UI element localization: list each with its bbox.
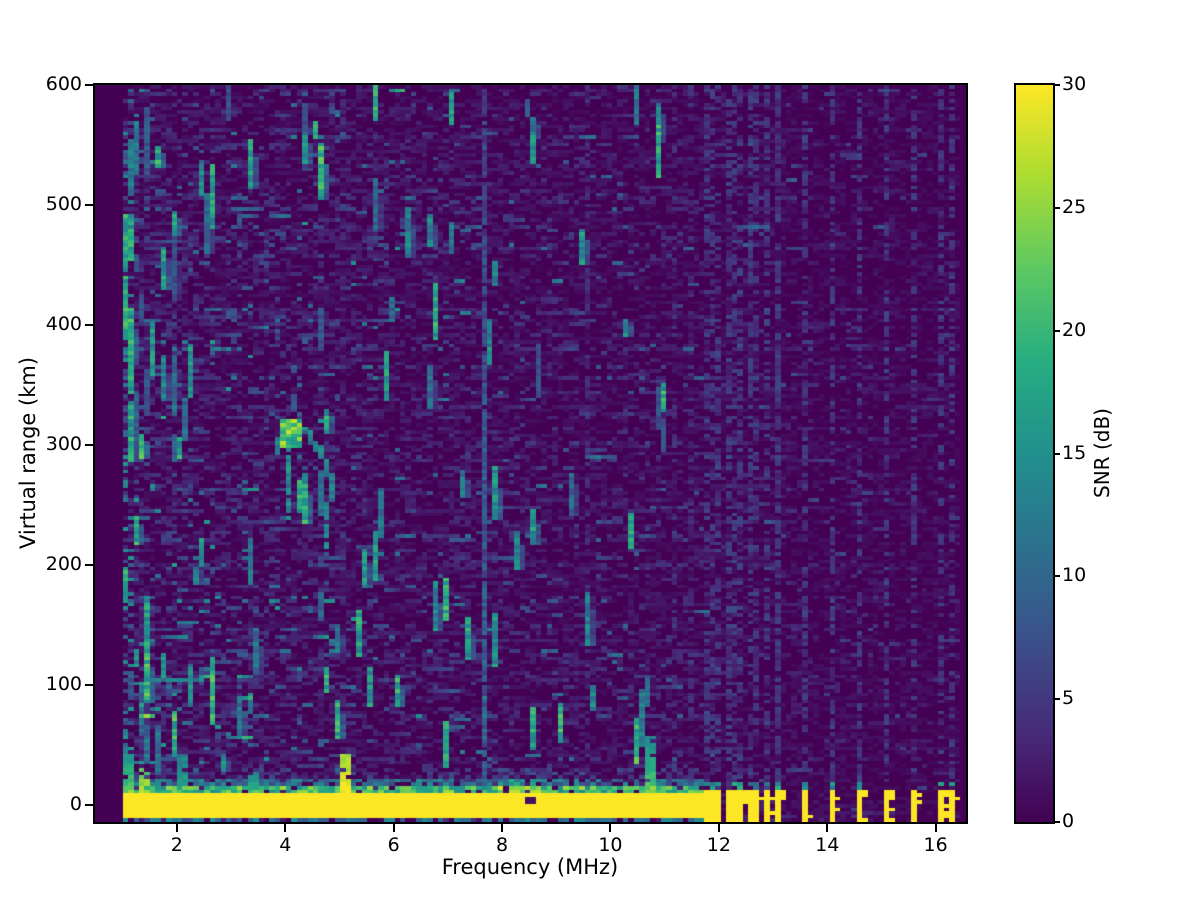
x-tick-mark bbox=[175, 824, 178, 832]
y-tick-label: 0 bbox=[69, 793, 82, 816]
x-axis-label: Frequency (MHz) bbox=[441, 855, 619, 879]
y-tick-label: 400 bbox=[45, 313, 82, 336]
colorbar-tick-label: 25 bbox=[1062, 195, 1087, 218]
y-tick-label: 600 bbox=[45, 73, 82, 95]
colorbar-tick-label: 5 bbox=[1062, 687, 1075, 710]
y-tick-mark bbox=[85, 84, 93, 86]
colorbar-tick-label: 30 bbox=[1062, 73, 1087, 95]
colorbar bbox=[1014, 83, 1055, 824]
x-tick-label: 8 bbox=[495, 834, 509, 856]
x-tick-mark bbox=[717, 824, 720, 832]
colorbar-tick-label: 20 bbox=[1062, 318, 1087, 341]
heatmap-canvas bbox=[95, 85, 966, 822]
colorbar-label: SNR (dB) bbox=[1090, 408, 1114, 498]
x-tick-label: 16 bbox=[923, 834, 948, 856]
x-tick-mark bbox=[392, 824, 395, 832]
y-tick-label: 200 bbox=[45, 553, 82, 576]
colorbar-canvas bbox=[1016, 85, 1053, 822]
x-tick-label: 14 bbox=[815, 834, 840, 856]
y-tick-mark bbox=[85, 444, 93, 447]
colorbar-tick-mark bbox=[1053, 84, 1060, 86]
x-tick-mark bbox=[826, 824, 829, 832]
x-tick-label: 4 bbox=[279, 834, 292, 856]
y-tick-mark bbox=[85, 564, 93, 567]
colorbar-tick-label: 15 bbox=[1062, 441, 1087, 464]
y-tick-mark bbox=[85, 204, 93, 207]
x-tick-mark bbox=[934, 824, 937, 832]
colorbar-tick-label: 0 bbox=[1062, 810, 1075, 832]
y-tick-label: 300 bbox=[45, 433, 82, 456]
colorbar-tick-mark bbox=[1053, 206, 1060, 209]
colorbar-tick-label: 10 bbox=[1062, 564, 1087, 587]
x-tick-label: 12 bbox=[706, 834, 731, 856]
colorbar-tick-mark bbox=[1053, 329, 1060, 332]
colorbar-tick-mark bbox=[1053, 698, 1060, 701]
y-tick-mark bbox=[85, 324, 93, 327]
colorbar-tick-mark bbox=[1053, 821, 1060, 823]
x-tick-mark bbox=[501, 824, 504, 832]
plot-area bbox=[93, 83, 968, 824]
y-tick-label: 500 bbox=[45, 193, 82, 216]
y-tick-mark bbox=[85, 804, 93, 807]
y-tick-label: 100 bbox=[45, 673, 82, 696]
y-tick-mark bbox=[85, 684, 93, 687]
x-tick-mark bbox=[609, 824, 612, 832]
x-tick-mark bbox=[284, 824, 287, 832]
x-tick-label: 10 bbox=[598, 834, 623, 856]
x-tick-label: 6 bbox=[387, 834, 400, 856]
x-tick-label: 2 bbox=[170, 834, 183, 856]
colorbar-tick-mark bbox=[1053, 452, 1060, 455]
colorbar-tick-mark bbox=[1053, 575, 1060, 578]
